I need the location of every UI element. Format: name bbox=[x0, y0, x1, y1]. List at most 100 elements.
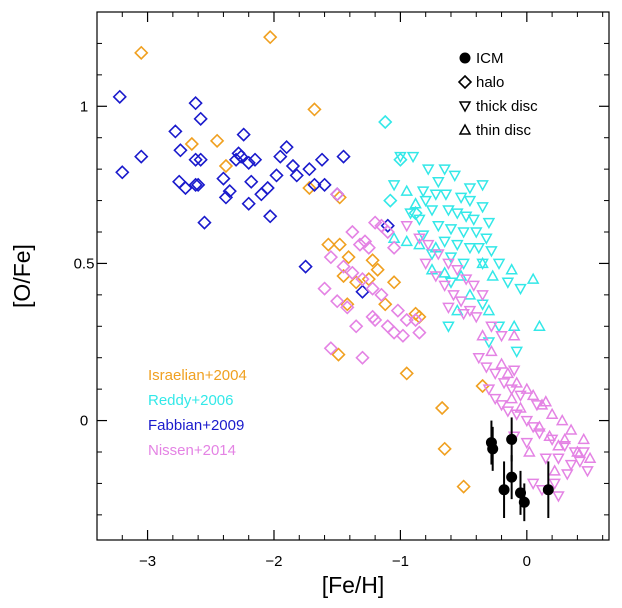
data-point bbox=[193, 111, 208, 126]
data-point bbox=[520, 382, 534, 394]
data-point bbox=[269, 168, 284, 183]
data-point bbox=[341, 250, 356, 265]
data-point bbox=[406, 151, 420, 164]
data-point bbox=[448, 170, 462, 182]
data-point bbox=[134, 45, 149, 60]
data-point bbox=[386, 275, 402, 290]
data-point bbox=[172, 174, 187, 189]
data-point bbox=[506, 433, 518, 445]
data-point bbox=[429, 271, 443, 283]
data-point bbox=[404, 208, 417, 220]
data-point bbox=[456, 479, 471, 494]
data-point bbox=[463, 288, 477, 300]
data-point bbox=[526, 272, 540, 284]
data-point bbox=[340, 297, 355, 312]
data-point bbox=[442, 302, 455, 314]
data-point bbox=[408, 312, 423, 328]
data-point bbox=[400, 184, 414, 196]
data-point bbox=[432, 176, 445, 189]
data-point bbox=[367, 215, 383, 230]
data-point bbox=[480, 233, 493, 245]
data-point bbox=[365, 253, 380, 268]
data-point bbox=[438, 280, 451, 292]
series-israelian-2004 bbox=[134, 30, 490, 494]
data-point bbox=[482, 384, 496, 396]
data-point bbox=[515, 487, 527, 499]
data-point bbox=[555, 414, 569, 426]
data-point bbox=[463, 242, 477, 255]
data-point bbox=[365, 281, 380, 296]
data-point bbox=[501, 277, 515, 289]
data-point bbox=[289, 168, 304, 183]
data-point bbox=[345, 265, 360, 280]
data-point bbox=[317, 177, 332, 192]
x-tick-label: −2 bbox=[265, 553, 282, 570]
data-point bbox=[451, 208, 464, 220]
data-point bbox=[386, 325, 402, 340]
data-point bbox=[408, 206, 423, 221]
data-point bbox=[188, 152, 203, 167]
legend-source-nissen-2014: Nissen+2014 bbox=[148, 442, 236, 459]
data-point bbox=[482, 217, 496, 230]
data-point bbox=[447, 290, 460, 302]
data-point bbox=[533, 420, 546, 432]
data-point bbox=[355, 350, 370, 365]
data-point bbox=[413, 238, 426, 250]
data-point bbox=[378, 114, 393, 130]
data-point bbox=[387, 180, 401, 192]
data-point bbox=[340, 300, 355, 315]
data-point bbox=[254, 187, 269, 202]
data-point bbox=[507, 365, 521, 377]
data-point bbox=[568, 447, 582, 459]
x-tick-label: −1 bbox=[392, 553, 409, 570]
data-point bbox=[331, 347, 346, 362]
data-point bbox=[501, 406, 515, 418]
data-point bbox=[552, 491, 565, 503]
legend-halo-marker bbox=[457, 74, 473, 90]
data-point bbox=[216, 171, 231, 186]
data-point bbox=[457, 308, 470, 321]
data-point bbox=[495, 330, 508, 343]
data-point bbox=[514, 390, 527, 402]
data-point bbox=[495, 357, 508, 369]
data-point bbox=[487, 443, 499, 455]
data-point bbox=[526, 388, 540, 401]
series-reddy-2006 bbox=[387, 151, 527, 358]
data-point bbox=[365, 309, 380, 324]
data-point bbox=[307, 102, 322, 117]
data-point bbox=[374, 287, 389, 302]
data-point bbox=[467, 214, 481, 226]
data-point bbox=[507, 319, 521, 332]
data-point bbox=[188, 177, 203, 192]
data-point bbox=[173, 143, 188, 158]
data-point bbox=[498, 484, 510, 496]
data-point bbox=[514, 401, 527, 413]
data-point bbox=[413, 233, 426, 245]
data-point bbox=[247, 152, 263, 167]
data-point bbox=[178, 180, 193, 196]
data-point bbox=[469, 312, 483, 324]
data-point bbox=[459, 274, 473, 286]
data-point bbox=[361, 272, 376, 287]
data-point bbox=[454, 296, 468, 308]
data-point bbox=[345, 224, 360, 240]
data-point bbox=[222, 184, 237, 199]
data-point bbox=[434, 400, 450, 416]
data-point bbox=[421, 239, 435, 252]
data-point bbox=[506, 471, 518, 483]
data-point bbox=[492, 258, 506, 270]
data-point bbox=[298, 259, 313, 274]
data-point bbox=[442, 205, 455, 217]
x-tick-label: −3 bbox=[139, 553, 156, 570]
legend-thick-disc-marker bbox=[458, 101, 472, 113]
data-point bbox=[488, 368, 502, 380]
data-point bbox=[330, 294, 345, 309]
data-point bbox=[432, 249, 445, 261]
data-point bbox=[380, 319, 395, 334]
data-point bbox=[577, 432, 590, 445]
data-point bbox=[444, 252, 458, 264]
data-point bbox=[323, 341, 339, 356]
data-point bbox=[469, 227, 483, 239]
data-point bbox=[558, 432, 572, 445]
data-point bbox=[501, 366, 515, 379]
